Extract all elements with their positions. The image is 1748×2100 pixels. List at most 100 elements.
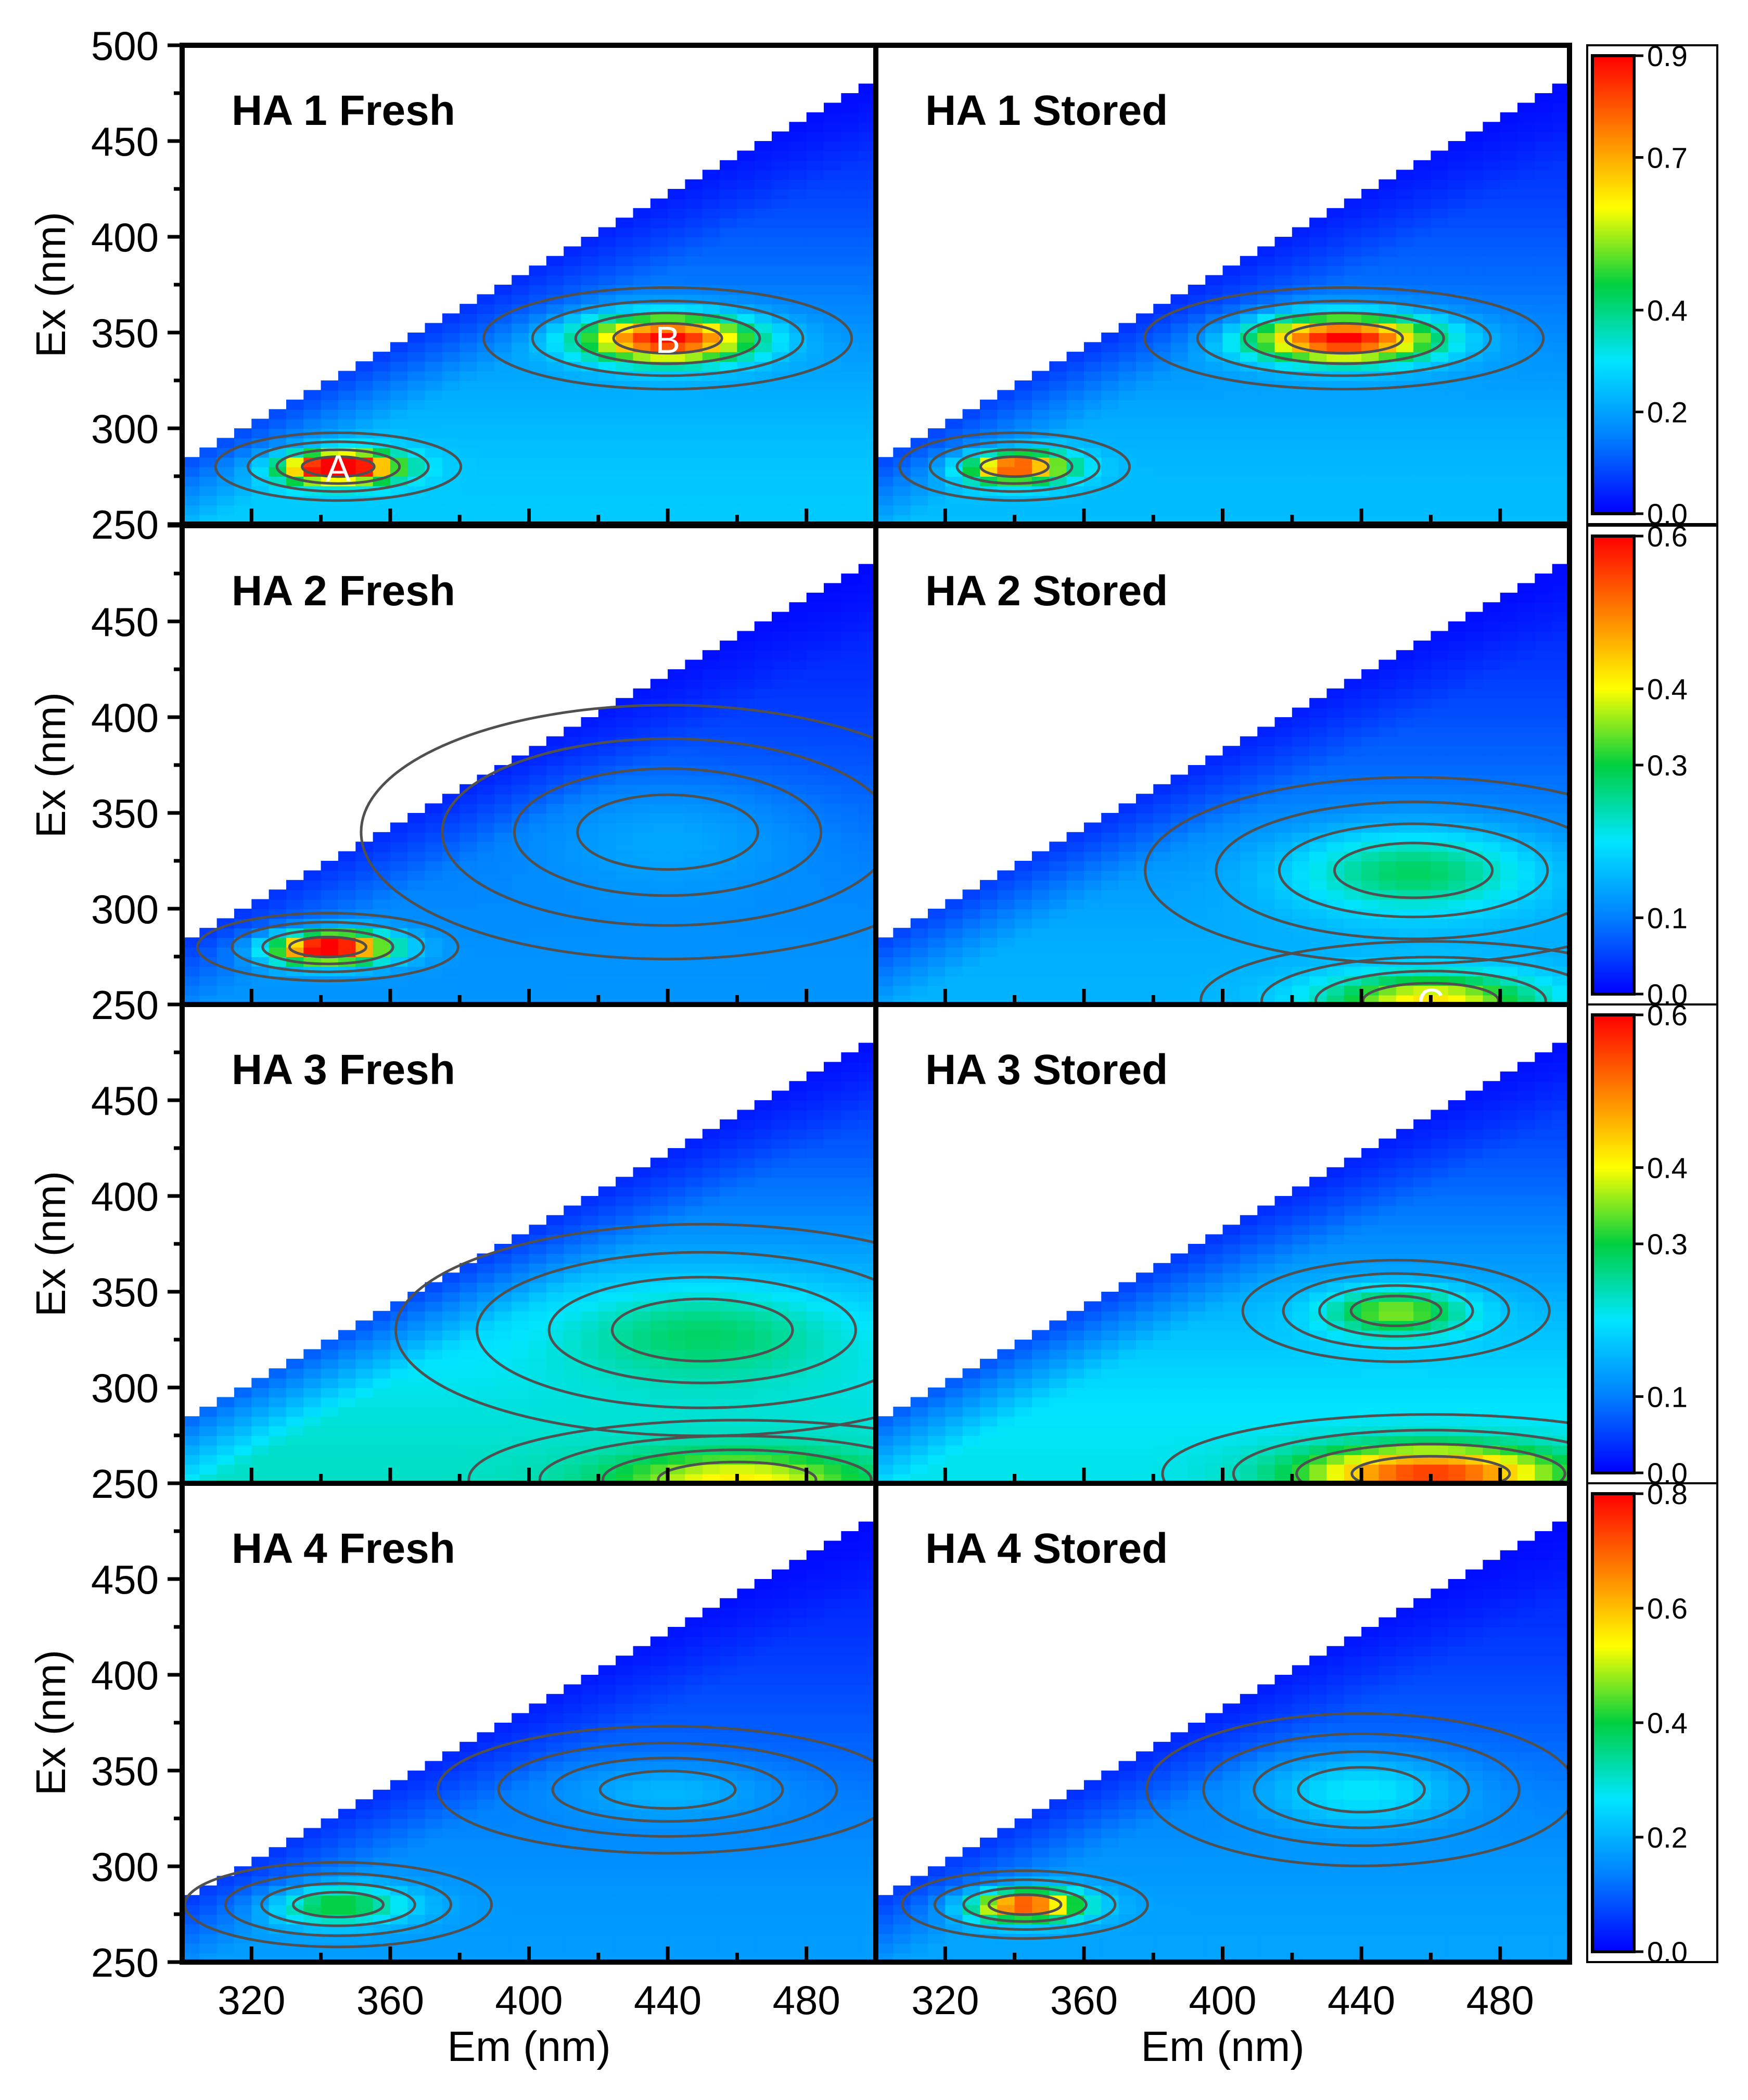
heat-cell <box>1014 390 1032 400</box>
heat-cell <box>1379 428 1397 439</box>
heat-cell <box>1222 342 1241 352</box>
heat-cell <box>286 1464 304 1474</box>
heat-cell <box>754 486 772 496</box>
heat-cell <box>477 1330 495 1340</box>
heat-cell <box>1483 727 1501 737</box>
heat-cell <box>1517 909 1536 919</box>
heat-cell <box>1396 505 1414 515</box>
heat-cell <box>494 1358 513 1369</box>
heat-cell <box>598 880 617 890</box>
heat-cell <box>1413 698 1432 708</box>
heat-cell <box>1517 698 1536 708</box>
heat-cell <box>1448 476 1466 487</box>
heat-cell <box>442 899 461 909</box>
heat-cell <box>199 476 218 487</box>
heat-cell <box>650 1320 669 1331</box>
heat-cell <box>685 746 703 756</box>
heat-cell <box>997 505 1015 515</box>
heat-cell <box>1274 746 1293 756</box>
heat-cell <box>1135 909 1154 919</box>
heat-cell <box>321 409 339 419</box>
heat-cell <box>598 390 617 400</box>
heat-cell <box>1517 659 1536 670</box>
heat-cell <box>564 966 582 976</box>
heat-cell <box>338 1358 356 1369</box>
heat-cell <box>529 447 547 458</box>
heat-cell <box>685 457 703 467</box>
heat-cell <box>789 851 807 861</box>
heat-cell <box>806 285 824 295</box>
heat-cell <box>1465 698 1484 708</box>
heat-cell <box>303 870 322 881</box>
peak-label-a: A <box>326 448 351 490</box>
heat-cell <box>303 1358 322 1369</box>
heat-cell <box>407 870 426 881</box>
heat-cell <box>668 313 686 324</box>
heat-cell <box>1396 466 1414 477</box>
heat-cell <box>355 947 374 957</box>
heat-cell <box>685 428 703 439</box>
heat-cell <box>494 899 513 909</box>
heat-cell <box>616 909 634 919</box>
heat-cell <box>1552 746 1570 756</box>
heat-cell <box>1344 495 1362 506</box>
heat-cell <box>1344 246 1362 257</box>
heat-cell <box>182 957 200 967</box>
heat-cell <box>581 294 599 304</box>
heat-cell <box>199 495 218 506</box>
heat-cell <box>858 351 876 362</box>
heat-cell <box>789 256 807 266</box>
heat-cell <box>1465 707 1484 718</box>
heat-cell <box>1361 927 1380 938</box>
heat-cell <box>858 899 876 909</box>
heat-cell <box>633 1215 651 1226</box>
heat-cell <box>598 1406 617 1417</box>
heat-cell <box>616 707 634 718</box>
heat-cell <box>1049 457 1067 467</box>
heat-cell <box>598 1340 617 1350</box>
heat-cell <box>1448 640 1466 651</box>
heat-cell <box>425 380 443 391</box>
heat-cell <box>633 832 651 843</box>
heat-cell <box>650 438 669 448</box>
heat-cell <box>564 765 582 775</box>
heat-cell <box>1483 746 1501 756</box>
heat-cell <box>841 476 859 487</box>
heat-cell <box>1153 985 1171 996</box>
heat-cell <box>702 707 721 718</box>
heat-cell <box>685 179 703 189</box>
heat-cell <box>581 909 599 919</box>
heat-cell <box>1049 371 1067 381</box>
heat-cell <box>650 803 669 813</box>
heat-cell <box>581 313 599 324</box>
heat-cell <box>1535 160 1553 171</box>
heat-cell <box>650 899 669 909</box>
heat-cell <box>1222 323 1241 333</box>
heat-cell <box>789 486 807 496</box>
heat-cell <box>1135 486 1154 496</box>
heat-cell <box>321 1406 339 1417</box>
heat-cell <box>910 466 928 477</box>
heat-cell <box>772 679 790 689</box>
heat-cell <box>512 486 530 496</box>
heat-cell <box>1500 351 1518 362</box>
heat-cell <box>1379 813 1397 823</box>
heat-cell <box>1344 265 1362 276</box>
heat-cell <box>1379 736 1397 747</box>
heat-cell <box>772 832 790 843</box>
contour-line <box>612 322 723 355</box>
heat-cell <box>1535 486 1553 496</box>
heat-cell <box>1413 650 1432 660</box>
heat-cell <box>789 150 807 161</box>
heat-cell <box>789 650 807 660</box>
heat-cell <box>1448 505 1466 515</box>
heat-cell <box>269 947 287 957</box>
heat-cell <box>772 736 790 747</box>
heat-cell <box>1517 189 1536 199</box>
heat-cell <box>1240 447 1258 458</box>
heat-cell <box>789 918 807 928</box>
heat-cell <box>1188 495 1206 506</box>
heat-cell <box>754 975 772 986</box>
heat-cell <box>650 447 669 458</box>
heat-cell <box>234 1416 252 1427</box>
